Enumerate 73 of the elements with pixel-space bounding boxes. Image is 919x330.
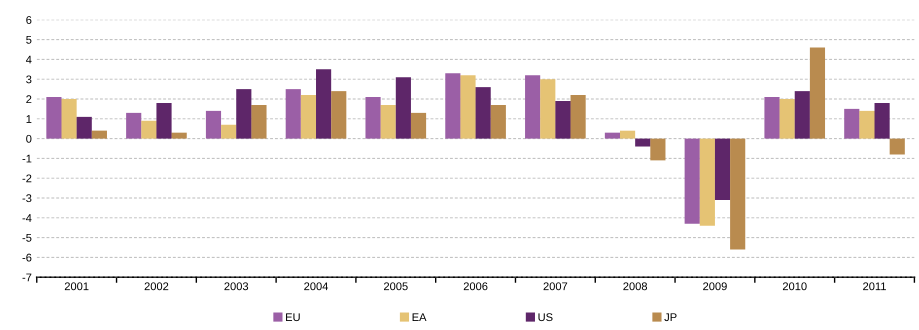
bar xyxy=(525,75,540,139)
bar xyxy=(684,138,700,224)
y-tick-label: 4 xyxy=(26,56,32,64)
y-tick-label: -3 xyxy=(22,194,32,202)
y-tick-label: -4 xyxy=(22,214,32,222)
bar xyxy=(844,108,860,139)
bar xyxy=(810,48,826,139)
bar xyxy=(92,130,107,139)
bar xyxy=(555,100,571,139)
bar xyxy=(859,110,875,139)
bar xyxy=(700,138,715,226)
x-tick-label: 2010 xyxy=(782,282,807,290)
x-tick-label: 2007 xyxy=(544,282,568,290)
bar xyxy=(46,97,62,139)
bar xyxy=(780,99,795,139)
legend-label: US xyxy=(538,313,553,322)
bar xyxy=(236,89,252,139)
bar xyxy=(540,79,556,139)
bar xyxy=(460,75,476,139)
bar xyxy=(764,97,780,139)
bar xyxy=(890,138,905,154)
y-tick-label: 1 xyxy=(26,115,32,123)
y-tick-label: -2 xyxy=(22,174,32,182)
legend-label: JP xyxy=(664,313,677,322)
x-tick-label: 2001 xyxy=(64,282,88,290)
bar xyxy=(156,102,172,139)
bar xyxy=(714,138,730,200)
bar xyxy=(172,132,187,139)
bar xyxy=(300,95,316,139)
bar xyxy=(794,91,810,139)
y-tick-label: 5 xyxy=(26,36,32,44)
y-tick-label: -7 xyxy=(22,274,32,282)
x-tick-label: 2008 xyxy=(623,282,648,290)
bar xyxy=(410,112,426,139)
bar xyxy=(874,102,890,139)
y-tick-label: -5 xyxy=(22,234,32,242)
y-tick-label: -6 xyxy=(22,254,32,262)
bar xyxy=(650,138,666,160)
x-tick-label: 2011 xyxy=(863,282,886,290)
bar xyxy=(604,132,620,139)
bar xyxy=(331,91,346,139)
bar xyxy=(380,104,396,139)
bar xyxy=(141,120,156,139)
y-tick-label: -1 xyxy=(22,154,32,162)
x-tick-label: 2003 xyxy=(224,282,248,290)
x-tick-label: 2005 xyxy=(384,282,408,290)
bar xyxy=(620,130,636,139)
bar xyxy=(206,110,222,139)
bar xyxy=(316,69,332,139)
x-tick-label: 2002 xyxy=(144,282,168,290)
y-tick-label: 0 xyxy=(26,134,32,143)
bar xyxy=(126,112,142,139)
y-tick-label: 6 xyxy=(26,16,32,24)
x-tick-label: 2006 xyxy=(464,282,488,290)
bar xyxy=(490,104,506,139)
bar xyxy=(635,138,650,147)
bar xyxy=(365,97,381,139)
bar xyxy=(286,89,301,139)
y-tick-label: 3 xyxy=(26,75,32,84)
bar xyxy=(445,73,460,139)
bar xyxy=(221,124,236,139)
bar xyxy=(396,77,411,139)
bar xyxy=(476,87,491,139)
bar xyxy=(730,138,746,250)
y-tick-label: 2 xyxy=(26,95,32,104)
bar xyxy=(251,104,267,139)
x-tick-label: 2009 xyxy=(703,282,727,290)
legend-label: EU xyxy=(286,313,300,322)
bar xyxy=(76,116,92,139)
legend-label: EA xyxy=(412,313,426,321)
bar xyxy=(61,99,77,139)
x-tick-label: 2004 xyxy=(304,282,328,290)
bar xyxy=(570,95,586,139)
